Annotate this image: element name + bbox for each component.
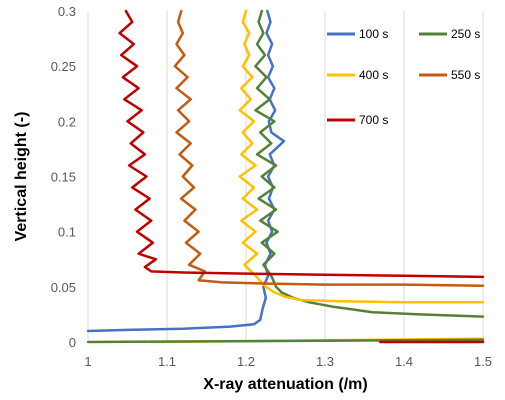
series-line-100-s: [86, 9, 286, 333]
series-line-700-s: [118, 9, 485, 279]
baseline-line: [86, 338, 485, 344]
legend-label: 550 s: [451, 68, 480, 82]
gridlines: [87, 11, 484, 342]
series-line-250-s: [254, 9, 485, 318]
series-lines: [86, 9, 485, 344]
x-tick-label: 1.4: [395, 354, 413, 369]
x-tick-label: 1.5: [474, 354, 492, 369]
x-tick-label: 1.3: [316, 354, 334, 369]
legend-label: 400 s: [359, 68, 388, 82]
y-tick-label: 0.25: [51, 59, 76, 74]
axes: 1 1.1 1.2 1.3 1.4 1.5 0 0.05 0.1 0.15 0.2 0.25 0.3: [51, 4, 492, 369]
x-tick-label: 1.1: [158, 354, 176, 369]
y-tick-label: 0.2: [58, 114, 76, 129]
legend-label: 250 s: [451, 27, 480, 41]
series-line-400-s: [238, 9, 485, 304]
y-tick-label: 0.15: [51, 170, 76, 185]
x-tick-label: 1: [84, 354, 91, 369]
x-axis-title: X-ray attenuation (/m): [203, 376, 367, 393]
y-tick-label: 0.3: [58, 4, 76, 19]
y-tick-label: 0: [69, 335, 76, 350]
legend-label: 100 s: [359, 27, 388, 41]
x-tick-label: 1.2: [237, 354, 255, 369]
y-tick-label: 0.05: [51, 280, 76, 295]
y-tick-label: 0.1: [58, 225, 76, 240]
y-axis-title: Vertical height (-): [13, 112, 30, 242]
series-line-550-s: [173, 9, 485, 287]
legend-label: 700 s: [359, 113, 388, 127]
legend: 100 s 250 s 400 s 550 s 700 s: [327, 27, 480, 127]
